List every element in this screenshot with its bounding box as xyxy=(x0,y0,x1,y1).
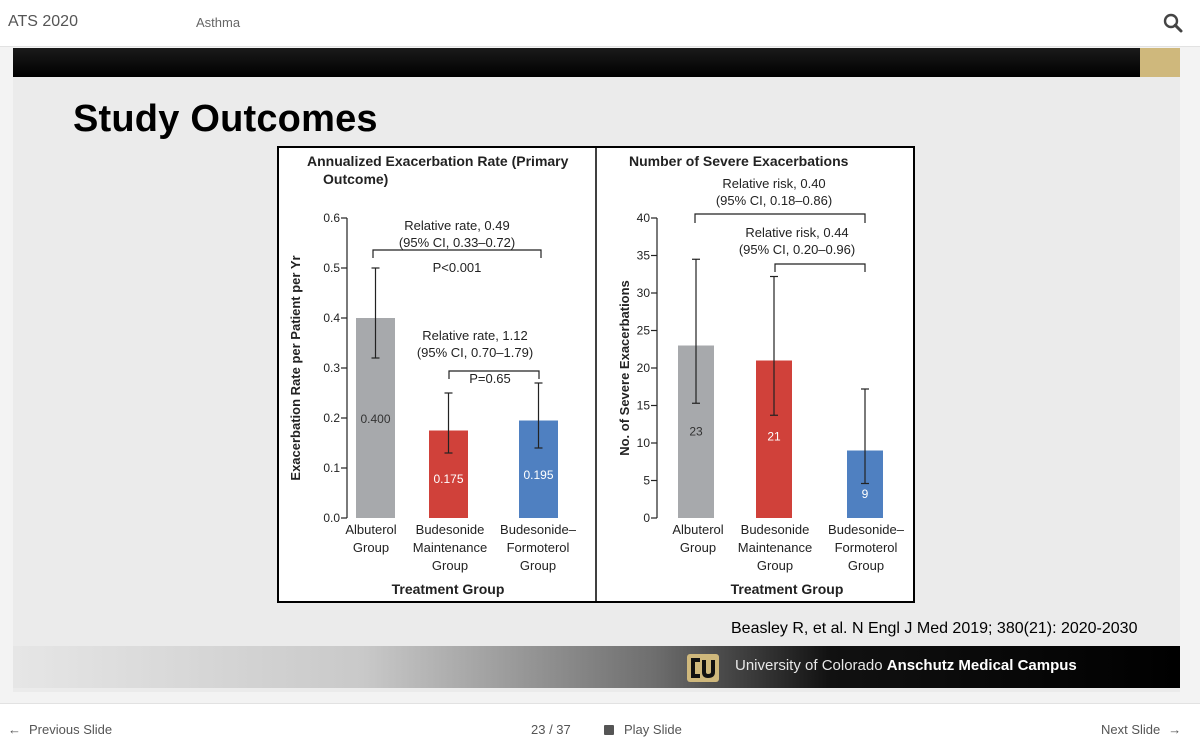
previous-slide-button[interactable]: ← Previous Slide xyxy=(8,722,112,737)
y-axis-label: No. of Severe Exacerbations xyxy=(617,280,632,456)
arrow-right-icon: → xyxy=(1168,722,1182,737)
annotation-rel1-line2: (95% CI, 0.18–0.86) xyxy=(716,193,832,208)
bracket-rel2 xyxy=(774,263,866,272)
y-tick-label: 25 xyxy=(637,324,651,338)
slide-counter: 23 / 37 xyxy=(531,722,571,737)
annotation-rel2-line1: Relative rate, 1.12 xyxy=(422,328,528,343)
citation: Beasley R, et al. N Engl J Med 2019; 380… xyxy=(731,620,1138,637)
x-category-label: Maintenance xyxy=(738,540,812,555)
play-slide-button[interactable]: Play Slide xyxy=(604,722,682,737)
y-tick-label: 0.3 xyxy=(323,361,340,375)
x-category-label: Group xyxy=(680,540,716,555)
x-category-label: Budesonide– xyxy=(828,522,905,537)
bar-value-label: 0.175 xyxy=(433,472,463,486)
y-tick-label: 5 xyxy=(643,474,650,488)
y-tick-label: 15 xyxy=(637,399,651,413)
y-tick-label: 30 xyxy=(637,286,651,300)
app-title: ATS 2020 xyxy=(8,13,78,30)
bar-value-label: 23 xyxy=(689,425,703,439)
y-tick-label: 0 xyxy=(643,511,650,525)
cu-logo-icon xyxy=(685,652,721,684)
annotation-rel2-line2: (95% CI, 0.70–1.79) xyxy=(417,345,533,360)
y-tick-label: 0.4 xyxy=(323,311,340,325)
university-name-campus: Anschutz Medical Campus xyxy=(886,657,1077,674)
section-title: Asthma xyxy=(196,15,241,30)
x-category-label: Group xyxy=(353,540,389,555)
annotation-rel2-pvalue: P=0.65 xyxy=(469,371,511,386)
x-category-label: Formoterol xyxy=(835,540,898,555)
x-category-label: Albuterol xyxy=(672,522,723,537)
x-category-label: Albuterol xyxy=(345,522,396,537)
annotation-rel2-line2: (95% CI, 0.20–0.96) xyxy=(739,242,855,257)
chart-title-line2: Outcome) xyxy=(323,171,388,187)
bar-value-label: 0.400 xyxy=(360,412,390,426)
x-axis-label: Treatment Group xyxy=(731,581,844,597)
arrow-left-icon: ← xyxy=(8,722,21,737)
y-tick-label: 0.1 xyxy=(323,461,340,475)
bracket-rel1 xyxy=(694,213,866,223)
x-category-label: Budesonide– xyxy=(500,522,577,537)
x-axis-label: Treatment Group xyxy=(392,581,505,597)
bracket-rel1 xyxy=(372,249,542,258)
x-category-label: Group xyxy=(848,558,884,573)
chart-title: Number of Severe Exacerbations xyxy=(629,153,849,169)
y-axis-label: Exacerbation Rate per Patient per Yr xyxy=(288,255,303,480)
annotation-rel1-line1: Relative rate, 0.49 xyxy=(404,218,510,233)
outcomes-figure: Annualized Exacerbation Rate (Primary Out… xyxy=(277,146,915,603)
y-tick-label: 20 xyxy=(637,361,651,375)
search-icon[interactable] xyxy=(1160,10,1186,36)
annotation-rel1-line1: Relative risk, 0.40 xyxy=(722,176,825,191)
slide-header-accent xyxy=(1140,48,1180,77)
x-category-label: Group xyxy=(432,558,468,573)
slide-title: Study Outcomes xyxy=(73,98,378,140)
annotation-rel1-line2: (95% CI, 0.33–0.72) xyxy=(399,235,515,250)
bar-value-label: 9 xyxy=(862,487,869,501)
chart-title-line1: Annualized Exacerbation Rate (Primary xyxy=(307,153,569,169)
y-tick-label: 0.0 xyxy=(323,511,340,525)
x-category-label: Maintenance xyxy=(413,540,487,555)
x-category-label: Budesonide xyxy=(416,522,485,537)
bottom-bar: ← Previous Slide 23 / 37 Play Slide Next … xyxy=(0,703,1200,751)
x-category-label: Group xyxy=(520,558,556,573)
outcomes-charts: Annualized Exacerbation Rate (Primary Out… xyxy=(288,148,905,601)
next-slide-label: Next Slide xyxy=(1101,722,1161,737)
footer-band xyxy=(13,646,1180,688)
x-category-label: Group xyxy=(757,558,793,573)
x-category-label: Formoterol xyxy=(507,540,570,555)
slide-header-band xyxy=(13,48,1140,77)
top-bar: ATS 2020 Asthma xyxy=(0,0,1200,47)
play-slide-label: Play Slide xyxy=(624,722,682,737)
bar-value-label: 21 xyxy=(767,430,781,444)
y-tick-label: 0.2 xyxy=(323,411,340,425)
stop-square-icon xyxy=(604,725,614,735)
y-tick-label: 0.6 xyxy=(323,211,340,225)
y-tick-label: 40 xyxy=(637,211,651,225)
bar-value-label: 0.195 xyxy=(523,468,553,482)
previous-slide-label: Previous Slide xyxy=(29,722,113,737)
next-slide-button[interactable]: Next Slide → xyxy=(1101,722,1181,737)
y-tick-label: 0.5 xyxy=(323,261,340,275)
x-category-label: Budesonide xyxy=(741,522,810,537)
university-name-prefix: University of Colorado xyxy=(735,657,887,674)
y-tick-label: 10 xyxy=(637,436,651,450)
annotation-rel2-line1: Relative risk, 0.44 xyxy=(745,225,848,240)
annotation-rel1-pvalue: P<0.001 xyxy=(433,260,482,275)
bracket-rel2 xyxy=(448,370,540,379)
y-tick-label: 35 xyxy=(637,249,651,263)
slide-canvas: Study Outcomes Annualized Exacerbation R… xyxy=(13,48,1180,692)
university-name: University of Colorado Anschutz Medical … xyxy=(735,657,1077,674)
